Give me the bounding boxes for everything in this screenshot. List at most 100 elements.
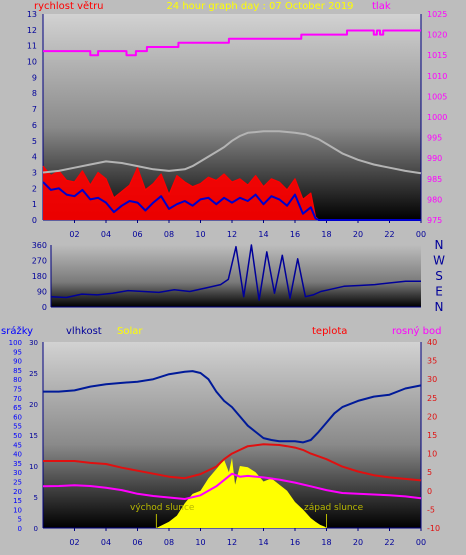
wind-x-tick: 04 <box>101 230 111 239</box>
wind-x-tick: 14 <box>258 230 268 239</box>
direction-tick: 270 <box>32 257 47 266</box>
rain-tick: 75 <box>13 386 22 394</box>
temp-x-tick: 14 <box>258 538 268 547</box>
rain-tick: 15 <box>13 497 22 505</box>
wind-speed-tick: 1 <box>32 200 37 209</box>
temp-x-tick: 02 <box>69 538 79 547</box>
temp-series-group <box>42 370 422 528</box>
rain-tick: 45 <box>13 441 22 449</box>
compass-label: E <box>435 285 443 299</box>
pressure-tick: 980 <box>427 195 442 204</box>
temp-x-tick: 16 <box>290 538 300 547</box>
temp-x-tick: 22 <box>384 538 394 547</box>
wind-speed-tick: 2 <box>32 184 37 193</box>
temperature-tick: 40 <box>427 338 437 347</box>
temperature-tick: 20 <box>427 412 437 421</box>
humidity-tick: 0 <box>34 525 38 533</box>
solar-area <box>156 457 327 528</box>
humidity-tick: 10 <box>29 463 38 471</box>
pressure-axis-label: tlak <box>372 1 391 12</box>
rain-tick: 85 <box>13 367 22 375</box>
pressure-tick: 1000 <box>427 113 447 122</box>
wind-x-tick: 08 <box>164 230 174 239</box>
rain-tick: 80 <box>13 376 22 384</box>
wind-x-tick: 18 <box>321 230 331 239</box>
temp-x-tick: 00 <box>416 538 426 547</box>
rain-tick: 95 <box>13 348 22 356</box>
compass-label: S <box>435 269 443 283</box>
direction-tick: 0 <box>42 303 47 312</box>
rain-tick: 10 <box>13 506 22 514</box>
temp-x-tick: 12 <box>227 538 237 547</box>
pressure-tick: 995 <box>427 134 442 143</box>
humidity-line <box>43 370 422 444</box>
temperature-tick: 5 <box>427 468 432 477</box>
dewpoint-axis-label: rosný bod <box>392 325 441 337</box>
wind-speed-tick: 6 <box>32 121 37 130</box>
pressure-tick: 975 <box>427 216 442 225</box>
rain-tick: 70 <box>13 395 22 403</box>
rain-tick: 35 <box>13 460 22 468</box>
solar-axis-label: Solar <box>117 326 143 337</box>
rain-tick: 100 <box>9 339 22 347</box>
wind-speed-tick: 3 <box>32 168 37 177</box>
rain-tick: 90 <box>13 358 22 366</box>
humidity-tick: 20 <box>29 401 38 409</box>
wind-speed-tick: 0 <box>32 216 37 225</box>
wind-speed-tick: 9 <box>32 73 37 82</box>
wind-speed-tick: 7 <box>32 105 37 114</box>
compass-label: N <box>435 238 444 252</box>
pressure-tick: 1020 <box>427 31 447 40</box>
rain-tick: 25 <box>13 479 22 487</box>
temperature-tick: 25 <box>427 394 437 403</box>
average-wind-line <box>42 130 422 175</box>
temperature-line <box>43 443 422 482</box>
gust-line <box>42 181 421 221</box>
temp-x-tick: 20 <box>353 538 363 547</box>
direction-plot-area <box>51 245 421 307</box>
direction-tick-labels: 0 90 180 270 360 <box>32 241 47 312</box>
wind-speed-axis-label: rychlost větru <box>34 0 104 12</box>
compass-label: N <box>435 300 444 314</box>
wind-x-tick: 12 <box>227 230 237 239</box>
rain-tick: 20 <box>13 488 22 496</box>
wind-x-tick: 10 <box>195 230 205 239</box>
sunset-label: západ slunce <box>304 503 364 513</box>
wind-series-group <box>42 29 422 221</box>
compass-label: W <box>433 254 445 268</box>
humidity-axis-label: vlhkost <box>66 326 102 337</box>
wind-pressure-panel: 24 hour graph day : 07 October 2019 rych… <box>27 0 448 239</box>
wind-x-tick: 00 <box>416 230 426 239</box>
temp-x-tick: 08 <box>164 538 174 547</box>
rain-tick: 60 <box>13 413 22 421</box>
temperature-tick: 15 <box>427 431 437 440</box>
wind-speed-tick: 5 <box>32 137 37 146</box>
humidity-tick: 5 <box>34 494 38 502</box>
wind-x-tick: 16 <box>290 230 300 239</box>
rain-tick: 5 <box>18 516 22 524</box>
temperature-panel: srážky vlhkost Solar teplota rosný bod 0… <box>1 325 441 547</box>
wind-speed-tick: 13 <box>27 10 37 19</box>
wind-x-tick: 20 <box>353 230 363 239</box>
wind-chart-title: 24 hour graph day : 07 October 2019 <box>166 1 353 12</box>
wind-x-tick-labels: 02 04 06 08 10 12 14 16 18 20 22 00 <box>69 220 426 239</box>
direction-tick: 90 <box>37 288 47 297</box>
temperature-tick-labels: -10 -5 0 5 10 15 20 25 30 35 40 <box>427 338 440 533</box>
temp-x-tick: 18 <box>321 538 331 547</box>
temperature-tick: -5 <box>427 505 435 514</box>
humidity-tick: 25 <box>29 370 38 378</box>
temperature-axis-label: teplota <box>312 326 347 337</box>
wind-speed-area <box>43 166 421 220</box>
direction-line <box>50 244 421 301</box>
temp-x-tick-labels: 02 04 06 08 10 12 14 16 18 20 22 00 <box>69 528 426 547</box>
rain-tick: 0 <box>18 525 22 533</box>
temperature-tick: -10 <box>427 524 440 533</box>
direction-tick: 360 <box>32 241 47 250</box>
rain-tick: 50 <box>13 432 22 440</box>
temperature-tick: 0 <box>427 487 432 496</box>
pressure-tick: 1025 <box>427 10 447 19</box>
pressure-tick: 1010 <box>427 72 447 81</box>
